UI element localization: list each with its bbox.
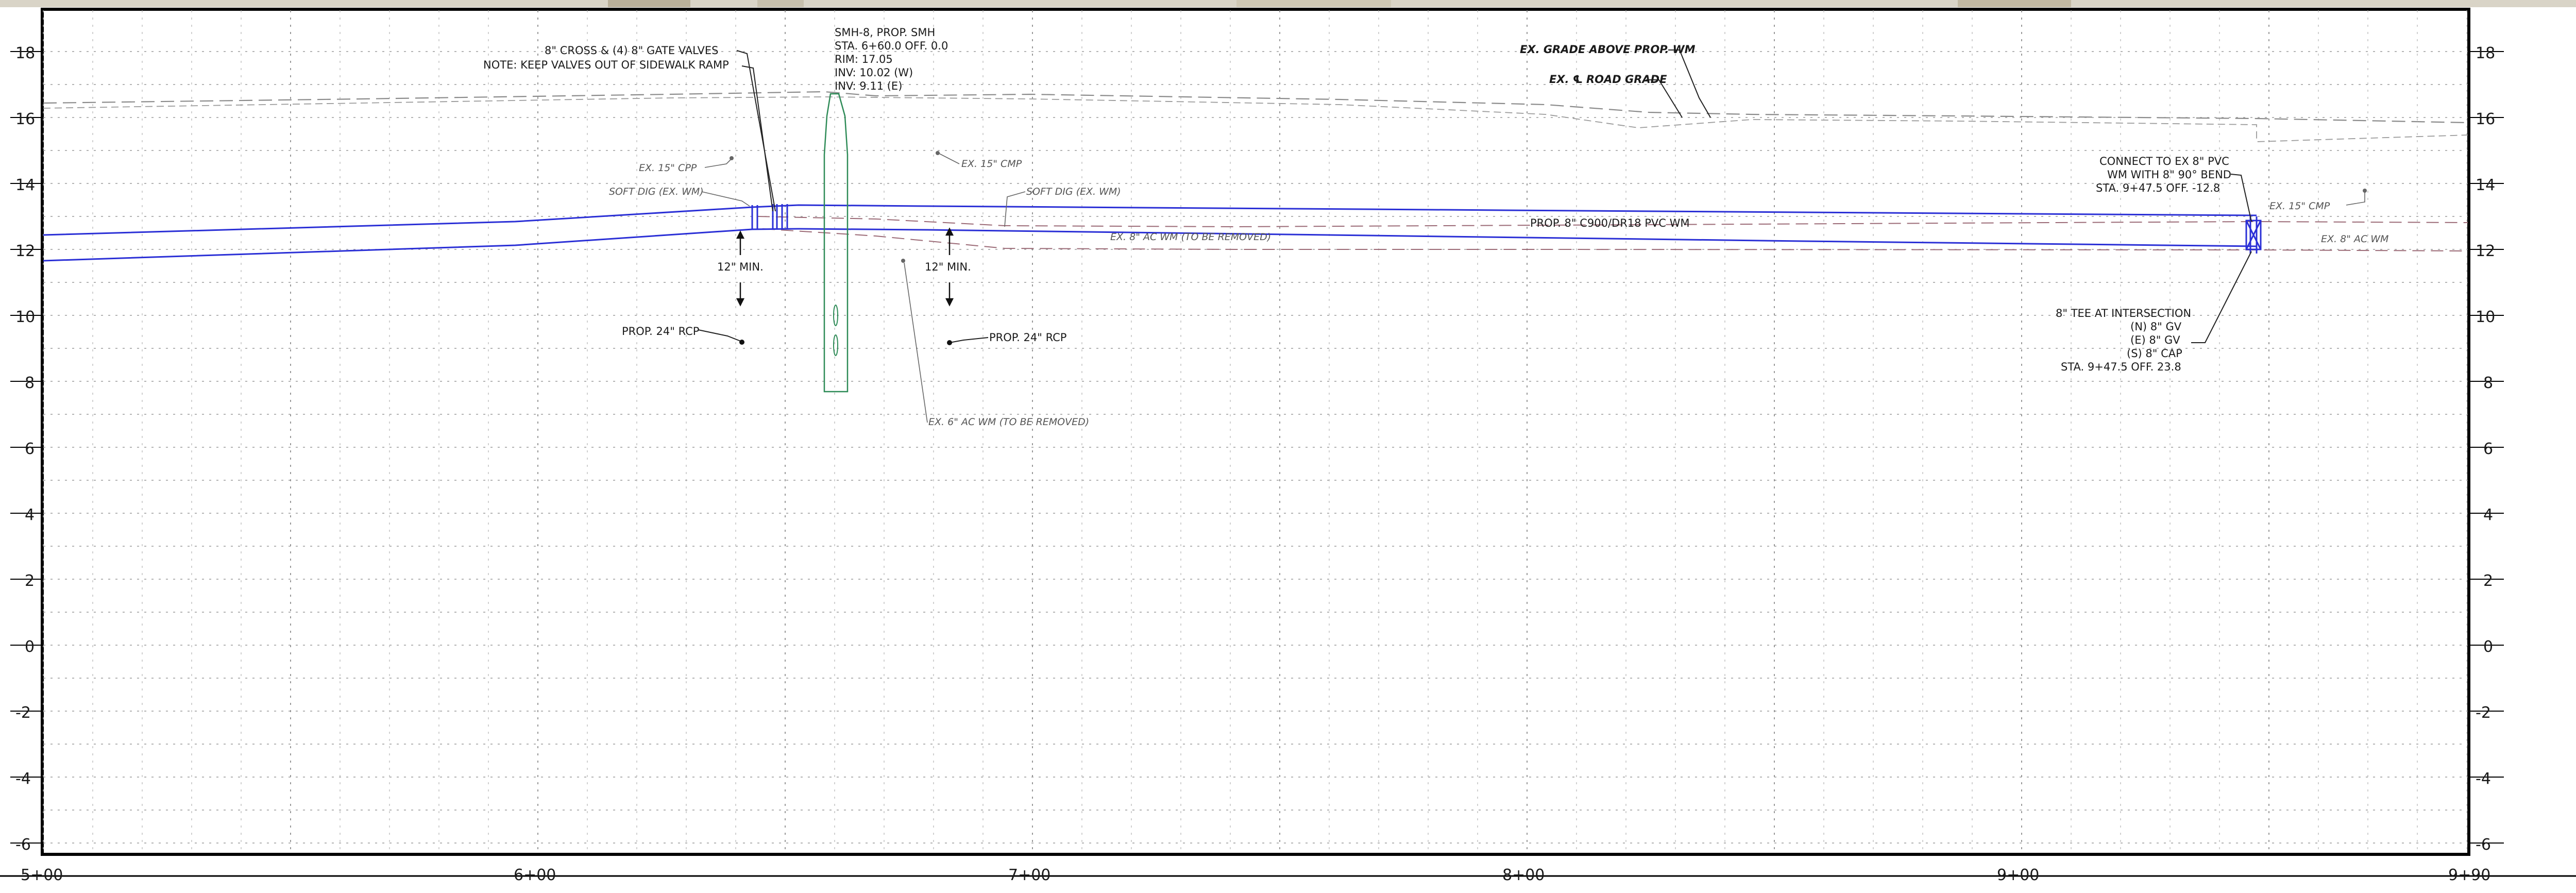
annotations: 8" CROSS & (4) 8" GATE VALVES NOTE: KEEP… — [483, 26, 2388, 428]
station-label: 9+00 — [1997, 866, 2039, 884]
existing-grade-lines — [43, 91, 2468, 142]
elev-label: 8 — [25, 374, 35, 392]
elev-label: 0 — [25, 638, 35, 656]
elev-label: 10 — [15, 308, 35, 326]
elev-label: -2 — [15, 704, 31, 722]
top-border-strip — [0, 0, 2576, 7]
station-label: 5+00 — [21, 866, 63, 884]
elev-label: 14 — [2476, 176, 2495, 194]
elev-label: 6 — [2483, 440, 2493, 458]
leader-lines — [698, 49, 2367, 423]
ex8-ac-label: EX. 8" AC WM — [2321, 233, 2388, 245]
elevation-axis-left: 18 16 14 12 10 8 6 4 2 0 -2 -4 -6 — [15, 44, 35, 854]
elev-label: -2 — [2476, 704, 2491, 722]
elev-label: 4 — [25, 506, 35, 524]
tee-label-line1: 8" TEE AT INTERSECTION — [2056, 307, 2191, 319]
profile-frame — [41, 8, 2470, 856]
smh-label-line3: RIM: 17.05 — [835, 53, 893, 65]
ex6-ac-removed-label: EX. 6" AC WM (TO BE REMOVED) — [928, 416, 1089, 428]
tee-symbol — [2245, 216, 2262, 254]
connect-label-line2: WM WITH 8" 90° BEND — [2107, 169, 2231, 181]
elev-label: 14 — [15, 176, 35, 194]
cross-valves-label: 8" CROSS & (4) 8" GATE VALVES — [545, 44, 719, 57]
ex-grade-above-wm-line — [43, 91, 2468, 124]
elev-label: 8 — [2483, 374, 2493, 392]
elev-label: 10 — [2476, 308, 2495, 326]
clearance-label-b: 12" MIN. — [925, 261, 971, 273]
tee-label-line2: (N) 8" GV — [2130, 321, 2182, 333]
smh-label-line2: STA. 6+60.0 OFF. 0.0 — [835, 40, 948, 52]
elev-label: -6 — [15, 836, 31, 854]
elev-label: -6 — [2476, 836, 2491, 854]
ex15-cmp-label-1: EX. 15" CMP — [961, 158, 1022, 170]
tee-label-line4: (S) 8" CAP — [2127, 347, 2182, 360]
elev-label: 18 — [15, 44, 35, 62]
prop-wm-top — [43, 204, 2257, 236]
elev-label: 16 — [2476, 110, 2495, 128]
ex15-cmp-label-2: EX. 15" CMP — [2269, 200, 2330, 212]
gate-valve-symbols — [751, 204, 788, 230]
station-label: 9+90 — [2448, 866, 2490, 884]
ex-road-grade-label: EX. ℄ ROAD GRADE — [1549, 73, 1667, 86]
elev-label: 18 — [2476, 44, 2495, 62]
elev-label: 6 — [25, 440, 35, 458]
clearance-arrows — [736, 227, 954, 307]
tee-label-line3: (E) 8" GV — [2130, 334, 2180, 346]
cross-valves-note: NOTE: KEEP VALVES OUT OF SIDEWALK RAMP — [483, 59, 729, 71]
smh-label-line5: INV: 9.11 (E) — [835, 80, 902, 92]
proposed-water-main — [43, 204, 2262, 262]
ex-8-ac-wm-upper — [757, 216, 2468, 228]
prop24-rcp-label-a: PROP. 24" RCP — [622, 325, 699, 338]
station-label: 6+00 — [514, 866, 556, 884]
prop-wm-bottom — [43, 228, 2257, 262]
station-axis: 5+00 6+00 7+00 8+00 9+00 9+90 — [21, 866, 2490, 884]
soft-dig-label-2: SOFT DIG (EX. WM) — [1026, 186, 1121, 197]
elev-label: 2 — [25, 572, 35, 590]
station-label: 7+00 — [1008, 866, 1050, 884]
smh-label-line1: SMH-8, PROP. SMH — [835, 26, 935, 39]
grid — [10, 10, 2504, 853]
station-label: 8+00 — [1502, 866, 1545, 884]
clearance-label-a: 12" MIN. — [717, 261, 764, 273]
elev-label: 2 — [2483, 572, 2493, 590]
elev-label: -4 — [15, 770, 31, 788]
elev-label: 12 — [2476, 242, 2495, 260]
elev-label: 12 — [15, 242, 35, 260]
smh-8-manhole — [823, 93, 849, 393]
elev-label: 0 — [2483, 638, 2493, 656]
smh-label-line4: INV: 10.02 (W) — [835, 66, 913, 79]
elev-label: 4 — [2483, 506, 2493, 524]
connect-label-line3: STA. 9+47.5 OFF. -12.8 — [2096, 182, 2220, 194]
tee-label-line5: STA. 9+47.5 OFF. 23.8 — [2061, 361, 2181, 373]
elev-label: -4 — [2476, 770, 2491, 788]
ex8-ac-removed-label: EX. 8" AC WM (TO BE REMOVED) — [1110, 231, 1271, 243]
connect-label-line1: CONNECT TO EX 8" PVC — [2099, 155, 2229, 167]
ex-road-grade-line — [43, 96, 2468, 142]
soft-dig-label-1: SOFT DIG (EX. WM) — [609, 186, 704, 197]
ex15-cpp-label: EX. 15" CPP — [639, 162, 697, 174]
prop24-rcp-label-b: PROP. 24" RCP — [989, 331, 1066, 344]
elevation-axis-right: 18 16 14 12 10 8 6 4 2 0 -2 -4 -6 — [2476, 44, 2495, 854]
prop-main-label: PROP. 8" C900/DR18 PVC WM — [1530, 217, 1689, 229]
elev-label: 16 — [15, 110, 35, 128]
ex-grade-above-label: EX. GRADE ABOVE PROP. WM — [1520, 43, 1696, 56]
